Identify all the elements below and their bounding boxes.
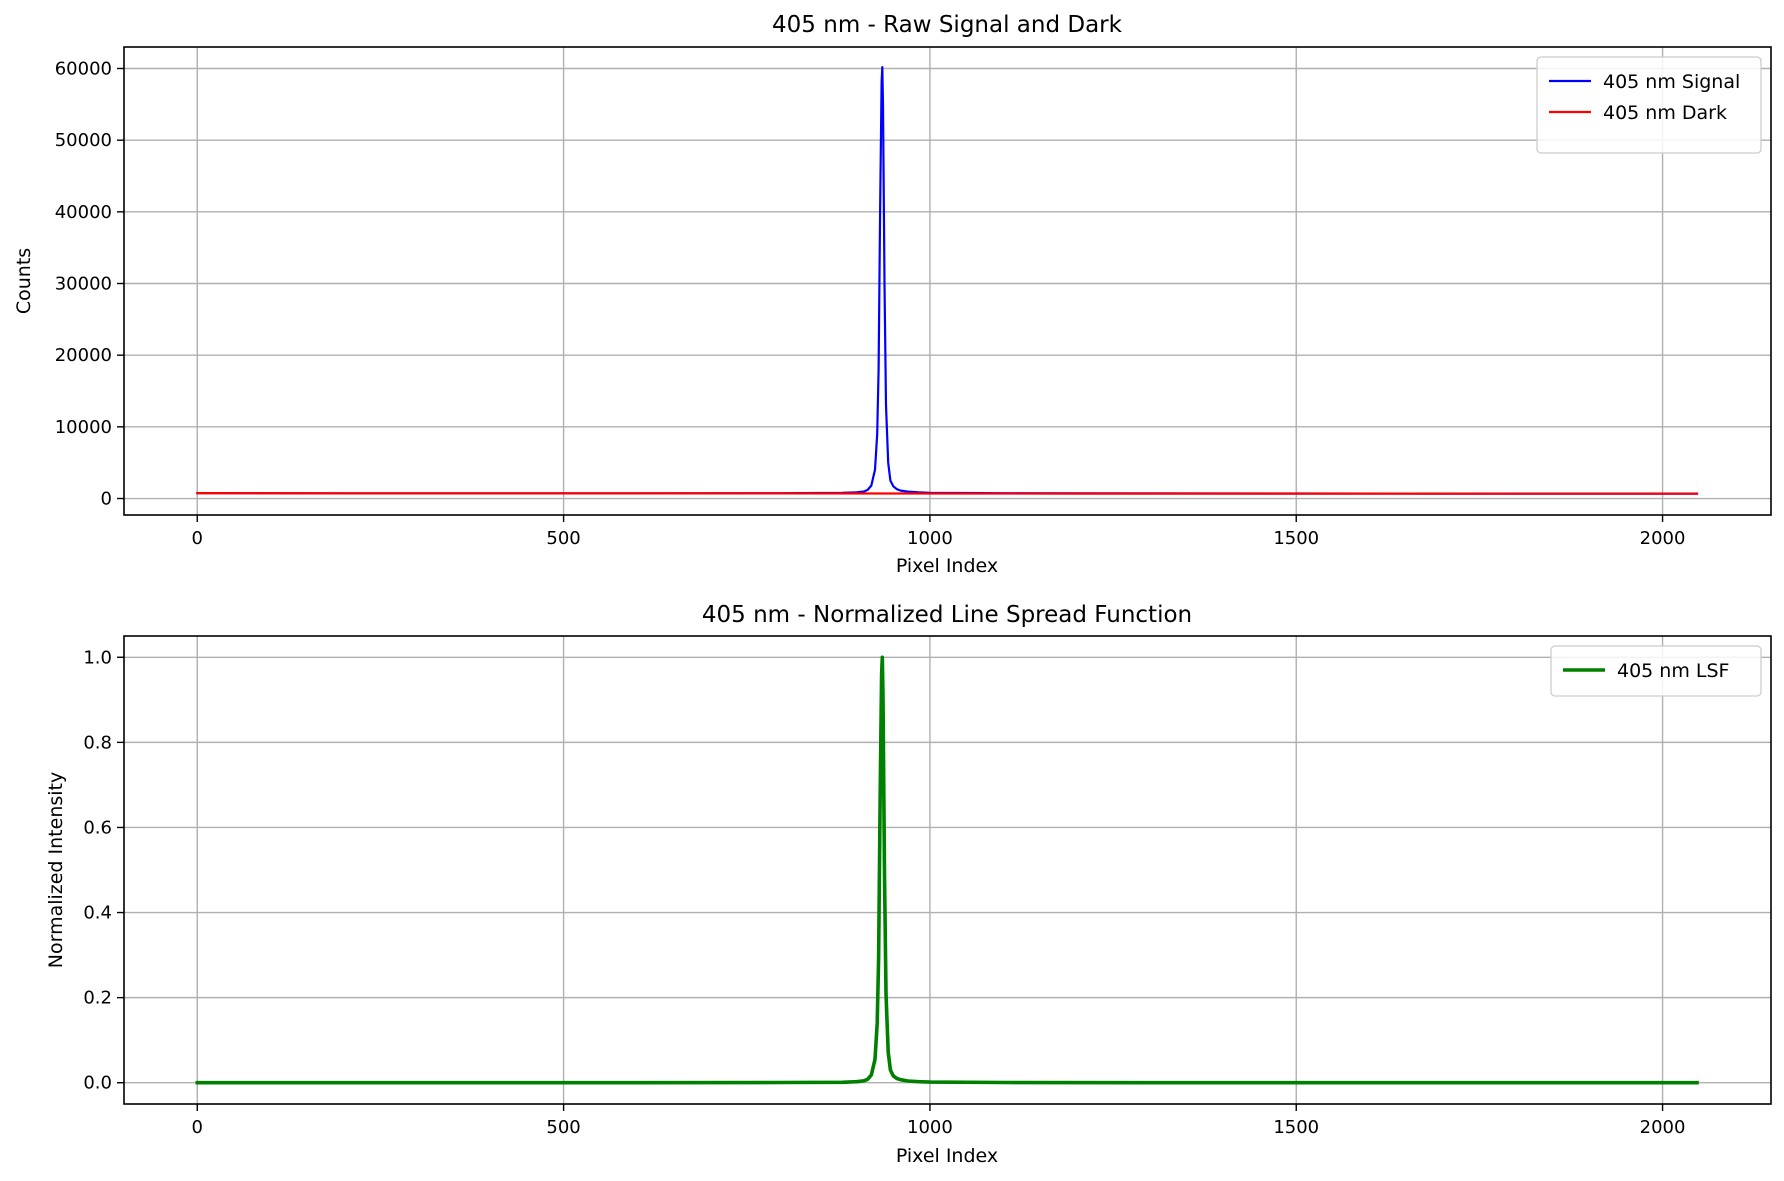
x-tick-label: 0 [192, 528, 203, 549]
y-tick-label: 20000 [55, 345, 112, 366]
x-tick-label: 1000 [907, 1117, 953, 1138]
y-tick-label: 50000 [55, 130, 112, 151]
y-tick-label: 60000 [55, 59, 112, 80]
y-tick-label: 0.0 [83, 1073, 112, 1094]
legend-label: 405 nm Dark [1603, 102, 1727, 124]
legend-box [1536, 56, 1762, 154]
x-tick-label: 2000 [1640, 528, 1686, 549]
y-tick-label: 0 [101, 489, 112, 510]
x-axis-label: Pixel Index [896, 1145, 998, 1167]
chart-raw-signal-dark: 405 nm - Raw Signal and Dark 0 500 1000 150… [13, 12, 1772, 577]
grid [124, 636, 1771, 1104]
plot-frame [123, 635, 1772, 1105]
chart-title: 405 nm - Raw Signal and Dark [772, 12, 1123, 38]
y-tick-label: 10000 [55, 417, 112, 438]
chart-normalized-lsf: 405 nm - Normalized Line Spread Function… [45, 602, 1772, 1167]
y-tick-label: 0.8 [83, 732, 112, 753]
legend: 405 nm Signal 405 nm Dark [1536, 56, 1762, 154]
series-layer [195, 655, 1699, 1085]
y-axis-label: Counts [13, 248, 35, 314]
y-tick-label: 40000 [55, 202, 112, 223]
y-tick-label: 0.4 [83, 903, 112, 924]
series-line-405-nm-lsf [195, 655, 1699, 1085]
x-tick-label: 500 [546, 528, 580, 549]
series-line-405-nm-dark [196, 491, 1699, 495]
x-tick-label: 500 [546, 1117, 580, 1138]
series-layer [196, 65, 1699, 495]
x-tick-label: 1500 [1273, 528, 1319, 549]
legend: 405 nm LSF [1550, 645, 1762, 697]
series-line-405-nm-signal [196, 65, 1699, 495]
x-tick-label: 0 [192, 1117, 203, 1138]
chart-title: 405 nm - Normalized Line Spread Function [702, 602, 1192, 628]
legend-label: 405 nm LSF [1617, 660, 1729, 682]
tick-layer: 0 500 1000 1500 2000 0.0 0.2 0.4 0.6 0.8 1.0 [83, 647, 1685, 1138]
tick-layer: 0 500 1000 1500 2000010000200003000040000500… [55, 59, 1686, 549]
legend-label: 405 nm Signal [1603, 71, 1740, 93]
legend-box [1550, 645, 1762, 697]
x-tick-label: 1500 [1273, 1117, 1319, 1138]
grid [124, 47, 1771, 515]
y-tick-label: 30000 [55, 274, 112, 295]
y-tick-label: 1.0 [83, 647, 112, 668]
y-tick-label: 0.2 [83, 988, 112, 1009]
x-tick-label: 1000 [907, 528, 953, 549]
y-tick-label: 0.6 [83, 817, 112, 838]
plot-frame [123, 46, 1772, 516]
y-axis-label: Normalized Intensity [45, 772, 67, 969]
x-axis-label: Pixel Index [896, 555, 998, 577]
x-tick-label: 2000 [1640, 1117, 1686, 1138]
